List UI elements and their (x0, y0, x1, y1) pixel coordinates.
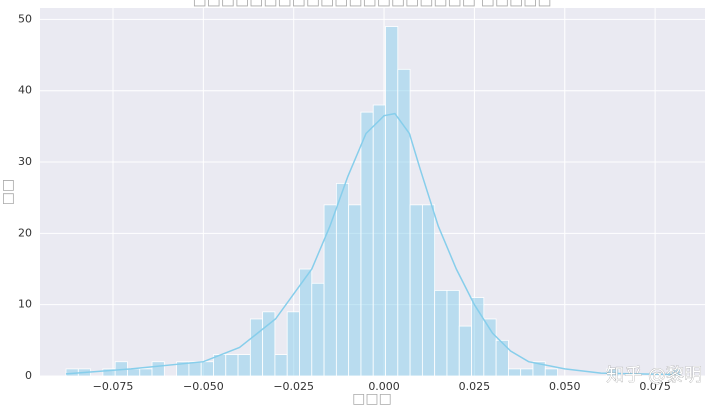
bar (286, 311, 300, 377)
bar (544, 368, 558, 377)
bar (372, 104, 386, 377)
bar (299, 268, 313, 377)
y-tick-label: 30 (18, 155, 32, 168)
x-axis-label: □□□ (352, 391, 392, 405)
bar (495, 339, 509, 377)
bar (311, 282, 325, 377)
y-axis-label: □□ (0, 179, 16, 205)
bar (127, 368, 141, 377)
bar (385, 26, 399, 377)
kde-line (65, 112, 681, 376)
x-tick-label: 0.000 (368, 380, 400, 393)
x-tick-label: −0.075 (93, 380, 134, 393)
y-tick-label: 40 (18, 84, 32, 97)
x-tick-label: 0.025 (459, 380, 491, 393)
y-tick-label: 50 (18, 12, 32, 25)
y-tick-label: 20 (18, 226, 32, 239)
bar (397, 68, 411, 377)
y-tick-label: 0 (25, 369, 32, 382)
bar (274, 354, 288, 377)
x-tick-label: −0.050 (183, 380, 224, 393)
bar (323, 204, 337, 377)
bar (348, 204, 362, 377)
bar (421, 204, 436, 377)
watermark: 知乎 @黎明 (606, 365, 702, 386)
bar (520, 368, 534, 377)
bar (262, 311, 276, 377)
bar (667, 368, 681, 377)
chart-title: □□□□□□□□□□□□□□□□□□□□ □□□□□ (192, 0, 551, 9)
bar (606, 368, 620, 377)
bar (446, 290, 460, 377)
y-tick-label: 10 (18, 298, 32, 311)
bar (483, 318, 497, 377)
bar (360, 111, 374, 377)
x-tick-label: 0.050 (549, 380, 581, 393)
bar (151, 361, 165, 377)
x-tick-label: 0.075 (639, 380, 671, 393)
bar (335, 183, 350, 377)
bar (237, 354, 251, 377)
bar (249, 318, 264, 377)
bar (409, 204, 423, 377)
bar (507, 368, 522, 377)
bar (458, 325, 472, 377)
bar (434, 290, 448, 377)
x-tick-label: −0.025 (273, 380, 314, 393)
bar (200, 361, 214, 377)
bar (139, 368, 153, 377)
bar (188, 361, 202, 377)
bar (225, 354, 239, 377)
